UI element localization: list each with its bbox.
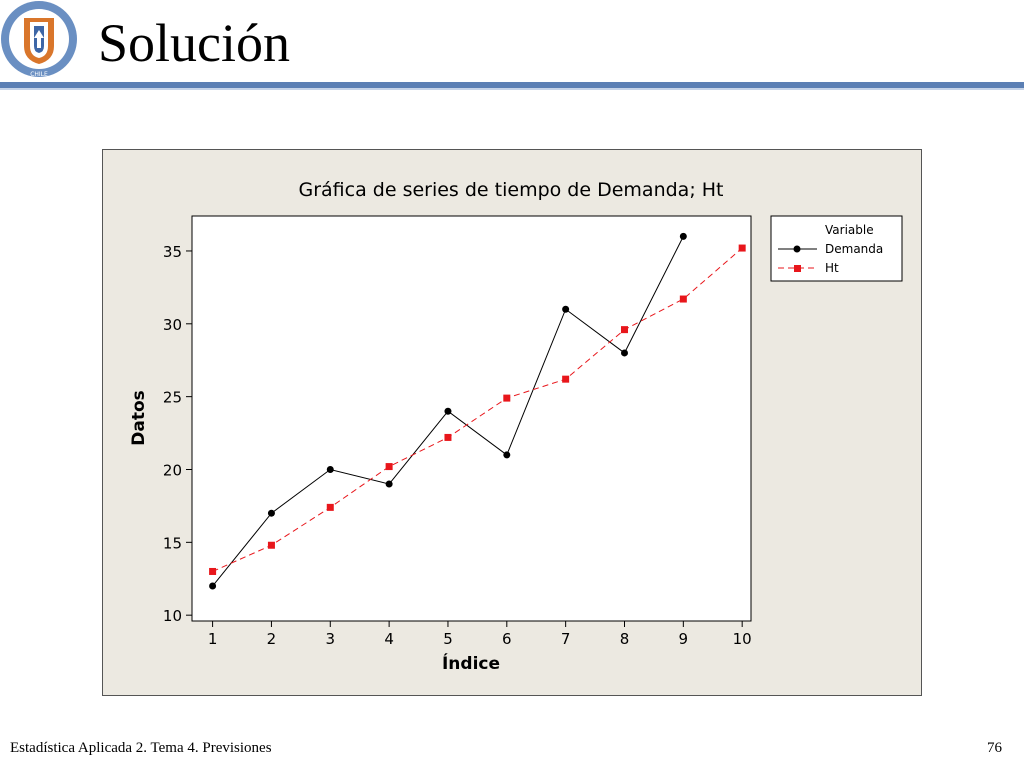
title-divider-light bbox=[0, 88, 1024, 90]
y-axis: 10 15 20 25 30 35 bbox=[163, 243, 192, 625]
data-point-ht bbox=[444, 433, 452, 441]
y-tick-label: 20 bbox=[163, 461, 182, 479]
data-point-demanda bbox=[679, 232, 687, 240]
data-point-ht bbox=[620, 326, 628, 334]
x-tick-label: 10 bbox=[733, 630, 752, 648]
data-point-demanda bbox=[620, 349, 628, 357]
legend-label-demanda: Demanda bbox=[825, 242, 883, 256]
page-number: 76 bbox=[987, 740, 1002, 756]
data-point-demanda bbox=[267, 509, 275, 517]
svg-text:CHILE: CHILE bbox=[30, 71, 48, 78]
time-series-chart: Gráfica de series de tiempo de Demanda; … bbox=[129, 179, 903, 674]
x-tick-label: 7 bbox=[561, 630, 571, 648]
data-point-ht bbox=[738, 244, 746, 252]
x-axis-label: Índice bbox=[442, 652, 500, 674]
data-point-ht bbox=[326, 503, 334, 511]
title-divider bbox=[0, 82, 1024, 88]
legend-marker-demanda bbox=[793, 245, 801, 253]
university-logo: CHILE bbox=[0, 0, 80, 80]
series-layer bbox=[209, 232, 746, 590]
data-point-demanda bbox=[503, 451, 511, 459]
data-point-demanda bbox=[385, 480, 393, 488]
data-point-demanda bbox=[209, 582, 217, 590]
x-tick-label: 6 bbox=[502, 630, 512, 648]
x-tick-label: 3 bbox=[326, 630, 336, 648]
x-tick-label: 1 bbox=[208, 630, 218, 648]
data-point-ht bbox=[562, 375, 570, 383]
plot-area bbox=[191, 215, 752, 622]
chart-panel: Gráfica de series de tiempo de Demanda; … bbox=[102, 149, 922, 696]
data-point-ht bbox=[209, 567, 217, 575]
data-point-ht bbox=[679, 295, 687, 303]
y-axis-label: Datos bbox=[129, 390, 149, 446]
series-line-ht bbox=[212, 247, 743, 572]
data-point-demanda bbox=[444, 407, 452, 415]
data-point-demanda bbox=[562, 305, 570, 313]
x-tick-label: 4 bbox=[384, 630, 394, 648]
y-tick-label: 10 bbox=[163, 607, 182, 625]
x-tick-label: 2 bbox=[267, 630, 277, 648]
data-point-ht bbox=[503, 394, 511, 402]
data-point-demanda bbox=[326, 465, 334, 473]
x-tick-label: 9 bbox=[679, 630, 689, 648]
x-axis: 1 2 3 4 5 6 7 8 9 10 bbox=[208, 621, 752, 648]
data-point-ht bbox=[267, 541, 275, 549]
y-tick-label: 30 bbox=[163, 316, 182, 334]
legend: Variable Demanda Ht bbox=[770, 215, 903, 282]
legend-label-ht: Ht bbox=[825, 261, 839, 275]
x-tick-label: 8 bbox=[620, 630, 630, 648]
y-tick-label: 25 bbox=[163, 389, 182, 407]
slide-title: Solución bbox=[98, 13, 291, 73]
y-tick-label: 35 bbox=[163, 243, 182, 261]
x-tick-label: 5 bbox=[443, 630, 453, 648]
footer-text: Estadística Aplicada 2. Tema 4. Previsio… bbox=[10, 740, 272, 756]
legend-marker-ht bbox=[794, 265, 801, 272]
y-tick-label: 15 bbox=[163, 534, 182, 552]
data-point-ht bbox=[385, 463, 393, 471]
legend-title: Variable bbox=[825, 223, 874, 237]
chart-title: Gráfica de series de tiempo de Demanda; … bbox=[299, 179, 724, 201]
